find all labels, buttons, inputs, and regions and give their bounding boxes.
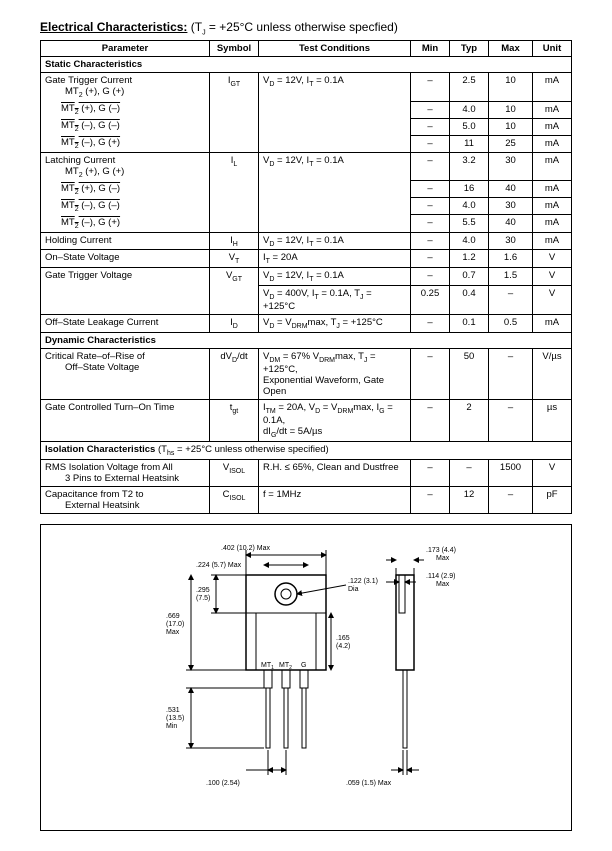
section-dynamic: Dynamic Characteristics: [41, 332, 572, 348]
svg-text:(4.2): (4.2): [336, 643, 350, 650]
svg-text:.122 (3.1): .122 (3.1): [348, 578, 378, 585]
header-max: Max: [489, 41, 533, 57]
table-row: On–State Voltage VT IT = 20A – 1.2 1.6 V: [41, 250, 572, 268]
package-svg: .402 (10.2) Max .224 (5.7) Max .122 (3.1…: [96, 540, 516, 800]
characteristics-table: Parameter Symbol Test Conditions Min Typ…: [40, 40, 572, 513]
header-min: Min: [411, 41, 450, 57]
table-row: Latching Current MT2 (+), G (+) IL VD = …: [41, 152, 572, 180]
svg-text:.531: .531: [166, 707, 180, 714]
svg-text:Max: Max: [436, 581, 450, 588]
header-typ: Typ: [450, 41, 489, 57]
table-row: Capacitance from T2 toExternal Heatsink …: [41, 486, 572, 513]
svg-text:.100 (2.54): .100 (2.54): [206, 780, 240, 787]
table-row: Gate Trigger Current MT2 (+), G (+) IGT …: [41, 73, 572, 101]
svg-text:.224 (5.7) Max: .224 (5.7) Max: [196, 562, 242, 569]
svg-text:(17.0): (17.0): [166, 621, 184, 628]
svg-text:Max: Max: [436, 555, 450, 562]
svg-text:Max: Max: [166, 629, 180, 636]
svg-text:.059 (1.5) Max: .059 (1.5) Max: [346, 780, 392, 787]
table-header-row: Parameter Symbol Test Conditions Min Typ…: [41, 41, 572, 57]
section-isolation: Isolation Characteristics (Ths = +25°C u…: [41, 441, 572, 459]
svg-text:.669: .669: [166, 613, 180, 620]
svg-text:(7.5): (7.5): [196, 595, 210, 602]
svg-text:.173 (4.4): .173 (4.4): [426, 547, 456, 554]
table-row: Gate Trigger Voltage VGT VD = 12V, IT = …: [41, 268, 572, 286]
header-conditions: Test Conditions: [259, 41, 411, 57]
svg-text:Dia: Dia: [348, 586, 359, 593]
svg-text:.114 (2.9): .114 (2.9): [426, 573, 455, 580]
svg-text:.165: .165: [336, 635, 350, 642]
header-symbol: Symbol: [210, 41, 259, 57]
table-row: RMS Isolation Voltage from All3 Pins to …: [41, 459, 572, 486]
table-row: Off–State Leakage Current ID VD = VDRMma…: [41, 315, 572, 333]
package-diagram: .402 (10.2) Max .224 (5.7) Max .122 (3.1…: [40, 524, 572, 831]
table-row: Gate Controlled Turn–On Time tgt ITM = 2…: [41, 399, 572, 441]
table-row: Critical Rate–of–Rise ofOff–State Voltag…: [41, 348, 572, 399]
svg-text:(13.5): (13.5): [166, 715, 184, 722]
header-parameter: Parameter: [41, 41, 210, 57]
svg-text:Min: Min: [166, 723, 177, 730]
page-title: Electrical Characteristics: (TJ = +25°C …: [40, 20, 572, 36]
svg-text:.402 (10.2) Max: .402 (10.2) Max: [221, 545, 271, 552]
svg-text:.295: .295: [196, 587, 210, 594]
header-unit: Unit: [533, 41, 572, 57]
section-static: Static Characteristics: [41, 57, 572, 73]
title-bold: Electrical Characteristics:: [40, 20, 187, 34]
svg-text:G: G: [301, 662, 306, 669]
table-row: Holding Current IH VD = 12V, IT = 0.1A –…: [41, 232, 572, 250]
